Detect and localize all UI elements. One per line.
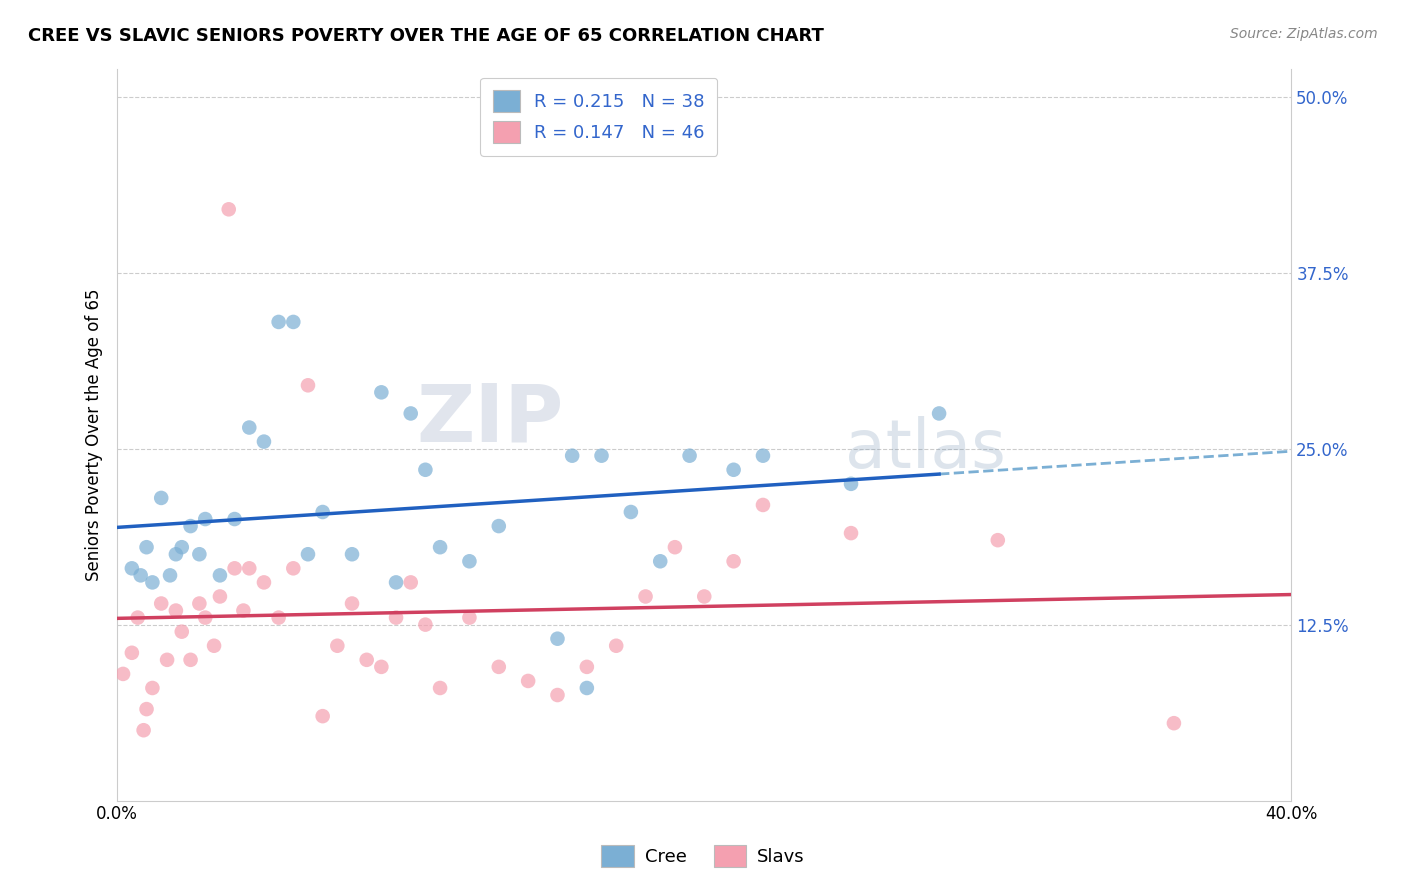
Point: [575, 681, 598, 695]
Point: [238, 561, 260, 575]
Point: [458, 610, 481, 624]
Y-axis label: Seniors Poverty Over the Age of 65: Seniors Poverty Over the Age of 65: [86, 288, 103, 581]
Point: [370, 660, 392, 674]
Point: [634, 590, 657, 604]
Point: [253, 434, 276, 449]
Point: [188, 547, 211, 561]
Point: [238, 420, 260, 434]
Point: [283, 561, 305, 575]
Point: [129, 568, 152, 582]
Point: [297, 547, 319, 561]
Point: [202, 639, 225, 653]
Point: [165, 547, 187, 561]
Legend: R = 0.215   N = 38, R = 0.147   N = 46: R = 0.215 N = 38, R = 0.147 N = 46: [479, 78, 717, 156]
Point: [547, 632, 569, 646]
Point: [311, 505, 333, 519]
Point: [180, 519, 202, 533]
Point: [188, 597, 211, 611]
Point: [132, 723, 155, 738]
Point: [159, 568, 181, 582]
Point: [664, 540, 686, 554]
Text: CREE VS SLAVIC SENIORS POVERTY OVER THE AGE OF 65 CORRELATION CHART: CREE VS SLAVIC SENIORS POVERTY OVER THE …: [28, 27, 824, 45]
Point: [547, 688, 569, 702]
Point: [987, 533, 1010, 548]
Point: [488, 660, 510, 674]
Point: [297, 378, 319, 392]
Point: [356, 653, 378, 667]
Point: [385, 610, 408, 624]
Point: [678, 449, 700, 463]
Point: [415, 617, 437, 632]
Point: [150, 597, 173, 611]
Point: [517, 673, 540, 688]
Point: [253, 575, 276, 590]
Text: atlas: atlas: [845, 417, 1007, 483]
Point: [156, 653, 179, 667]
Point: [752, 449, 775, 463]
Point: [326, 639, 349, 653]
Point: [283, 315, 305, 329]
Point: [267, 610, 290, 624]
Point: [232, 603, 254, 617]
Text: ZIP: ZIP: [416, 381, 564, 458]
Point: [267, 315, 290, 329]
Point: [370, 385, 392, 400]
Point: [340, 547, 363, 561]
Point: [224, 561, 246, 575]
Point: [121, 646, 143, 660]
Point: [723, 463, 745, 477]
Legend: Cree, Slavs: Cree, Slavs: [595, 838, 811, 874]
Text: Source: ZipAtlas.com: Source: ZipAtlas.com: [1230, 27, 1378, 41]
Point: [170, 624, 193, 639]
Point: [141, 681, 163, 695]
Point: [1163, 716, 1185, 731]
Point: [928, 407, 950, 421]
Point: [150, 491, 173, 505]
Point: [224, 512, 246, 526]
Point: [399, 407, 422, 421]
Point: [752, 498, 775, 512]
Point: [218, 202, 240, 217]
Point: [340, 597, 363, 611]
Point: [170, 540, 193, 554]
Point: [429, 540, 451, 554]
Point: [208, 568, 231, 582]
Point: [141, 575, 163, 590]
Point: [112, 667, 135, 681]
Point: [165, 603, 187, 617]
Point: [561, 449, 583, 463]
Point: [620, 505, 643, 519]
Point: [575, 660, 598, 674]
Point: [194, 610, 217, 624]
Point: [605, 639, 627, 653]
Point: [839, 476, 862, 491]
Point: [121, 561, 143, 575]
Point: [591, 449, 613, 463]
Point: [650, 554, 672, 568]
Point: [135, 702, 157, 716]
Point: [839, 526, 862, 541]
Point: [488, 519, 510, 533]
Point: [127, 610, 149, 624]
Point: [723, 554, 745, 568]
Point: [385, 575, 408, 590]
Point: [135, 540, 157, 554]
Point: [458, 554, 481, 568]
Point: [415, 463, 437, 477]
Point: [194, 512, 217, 526]
Point: [208, 590, 231, 604]
Point: [693, 590, 716, 604]
Point: [311, 709, 333, 723]
Point: [180, 653, 202, 667]
Point: [399, 575, 422, 590]
Point: [429, 681, 451, 695]
